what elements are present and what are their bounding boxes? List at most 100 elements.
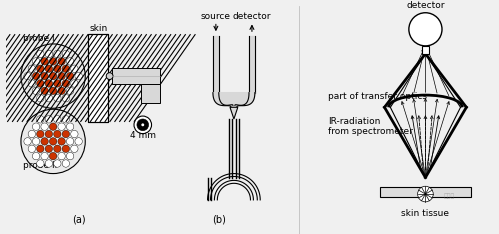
Circle shape <box>49 58 57 65</box>
Circle shape <box>62 160 69 167</box>
Circle shape <box>21 44 85 108</box>
Bar <box>112 68 160 84</box>
Text: 微流控: 微流控 <box>444 193 456 199</box>
Circle shape <box>41 58 48 65</box>
Circle shape <box>141 123 144 126</box>
Circle shape <box>41 87 48 95</box>
Circle shape <box>54 80 61 87</box>
Circle shape <box>54 50 61 58</box>
Circle shape <box>409 13 442 46</box>
Circle shape <box>41 123 48 130</box>
Circle shape <box>134 116 152 134</box>
Circle shape <box>32 87 40 95</box>
Circle shape <box>62 130 69 138</box>
Circle shape <box>54 65 61 73</box>
Text: probe II: probe II <box>23 161 57 170</box>
Circle shape <box>32 138 40 145</box>
Circle shape <box>137 119 149 131</box>
Circle shape <box>75 138 82 145</box>
Text: probe I: probe I <box>23 34 54 43</box>
Text: (b): (b) <box>213 214 226 224</box>
Text: IR-radiation
from spectrometer: IR-radiation from spectrometer <box>328 117 413 136</box>
Circle shape <box>32 123 40 130</box>
Circle shape <box>54 116 61 123</box>
Circle shape <box>71 145 78 153</box>
Polygon shape <box>230 107 238 119</box>
Circle shape <box>36 145 44 153</box>
Text: (a): (a) <box>72 214 86 224</box>
Circle shape <box>66 72 74 80</box>
Circle shape <box>45 160 52 167</box>
Circle shape <box>45 116 52 123</box>
Circle shape <box>49 87 57 95</box>
Circle shape <box>54 95 61 102</box>
Circle shape <box>66 87 74 95</box>
Circle shape <box>36 130 44 138</box>
Circle shape <box>58 152 65 160</box>
Circle shape <box>49 72 57 80</box>
Text: source: source <box>201 12 231 21</box>
Circle shape <box>58 123 65 130</box>
Circle shape <box>32 58 40 65</box>
Circle shape <box>62 145 69 153</box>
Circle shape <box>32 152 40 160</box>
Circle shape <box>36 116 44 123</box>
Circle shape <box>24 72 31 80</box>
Circle shape <box>28 130 35 138</box>
Bar <box>88 34 108 122</box>
Circle shape <box>45 80 52 87</box>
Circle shape <box>21 109 85 174</box>
Circle shape <box>45 50 52 58</box>
Text: detector: detector <box>233 12 271 21</box>
Bar <box>422 46 429 54</box>
Circle shape <box>45 95 52 102</box>
Circle shape <box>71 80 78 87</box>
Bar <box>88 34 108 122</box>
Polygon shape <box>213 93 255 107</box>
Circle shape <box>62 116 69 123</box>
Circle shape <box>45 145 52 153</box>
Text: 4 mm: 4 mm <box>130 132 156 140</box>
Circle shape <box>71 130 78 138</box>
Circle shape <box>54 145 61 153</box>
Circle shape <box>32 72 40 80</box>
Circle shape <box>49 152 57 160</box>
Circle shape <box>58 72 65 80</box>
Circle shape <box>58 87 65 95</box>
Circle shape <box>28 80 35 87</box>
Circle shape <box>24 138 31 145</box>
Circle shape <box>41 72 48 80</box>
Circle shape <box>45 65 52 73</box>
Circle shape <box>54 160 61 167</box>
Circle shape <box>75 72 82 80</box>
Circle shape <box>49 123 57 130</box>
Circle shape <box>62 95 69 102</box>
Circle shape <box>36 65 44 73</box>
Text: detector: detector <box>406 1 445 10</box>
Circle shape <box>28 145 35 153</box>
Circle shape <box>418 186 433 202</box>
Text: skin tissue: skin tissue <box>401 209 450 218</box>
Circle shape <box>66 58 74 65</box>
Circle shape <box>54 130 61 138</box>
Circle shape <box>36 95 44 102</box>
Circle shape <box>62 50 69 58</box>
Circle shape <box>62 65 69 73</box>
Circle shape <box>36 50 44 58</box>
Circle shape <box>58 58 65 65</box>
Circle shape <box>41 138 48 145</box>
Circle shape <box>71 65 78 73</box>
Circle shape <box>66 152 74 160</box>
Circle shape <box>66 123 74 130</box>
Circle shape <box>41 152 48 160</box>
Circle shape <box>36 80 44 87</box>
Circle shape <box>66 138 74 145</box>
Circle shape <box>28 65 35 73</box>
Circle shape <box>106 73 113 80</box>
Circle shape <box>49 138 57 145</box>
Circle shape <box>36 160 44 167</box>
Text: skin: skin <box>89 24 107 33</box>
Bar <box>141 84 160 103</box>
Circle shape <box>58 138 65 145</box>
Circle shape <box>62 80 69 87</box>
